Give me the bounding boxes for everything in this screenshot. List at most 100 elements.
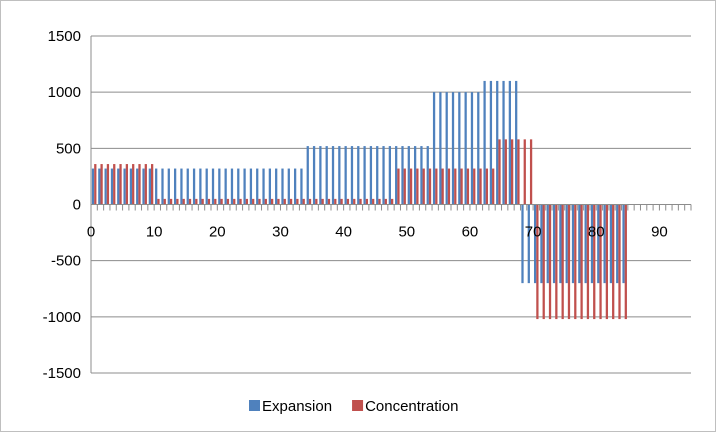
bar-concentration xyxy=(94,164,97,205)
bar-concentration xyxy=(479,168,482,205)
bar-expansion xyxy=(148,168,151,205)
bar-expansion xyxy=(464,92,467,205)
bar-concentration xyxy=(618,204,621,320)
bar-expansion xyxy=(571,204,575,284)
bar-concentration xyxy=(207,198,211,205)
bar-concentration xyxy=(416,168,419,205)
x-tick-label: 90 xyxy=(651,224,668,241)
bar-expansion xyxy=(205,168,208,205)
bar-expansion xyxy=(578,204,581,284)
bar-expansion xyxy=(224,168,227,205)
bar-expansion xyxy=(439,92,442,205)
bar-concentration xyxy=(176,198,179,205)
bar-expansion xyxy=(616,204,619,284)
bar-concentration xyxy=(195,198,198,205)
bar-concentration xyxy=(435,168,438,205)
bar-concentration xyxy=(378,198,381,205)
bar-expansion xyxy=(470,92,474,205)
y-tick-label: -1500 xyxy=(43,365,81,382)
bar-expansion xyxy=(451,92,455,205)
bar-concentration xyxy=(239,198,242,205)
bar-expansion xyxy=(420,146,423,205)
bar-concentration xyxy=(226,198,230,205)
bar-concentration xyxy=(548,204,552,320)
bar-concentration xyxy=(233,198,236,205)
bar-concentration xyxy=(498,139,501,205)
bar-concentration xyxy=(466,168,470,205)
bar-expansion xyxy=(445,92,448,205)
bar-concentration xyxy=(302,198,305,205)
bar-concentration xyxy=(372,198,375,205)
bar-concentration xyxy=(441,168,444,205)
bar-expansion xyxy=(287,168,290,205)
bar-expansion xyxy=(515,80,518,205)
bar-concentration xyxy=(409,168,413,205)
bar-expansion xyxy=(167,168,170,205)
bar-expansion xyxy=(508,80,511,205)
bar-expansion xyxy=(395,146,398,205)
bar-expansion xyxy=(104,168,107,205)
bar-expansion xyxy=(350,146,354,205)
bar-concentration xyxy=(327,198,331,205)
bar-expansion xyxy=(161,168,164,205)
series-expansion-bars xyxy=(91,80,625,284)
legend-label-concentration: Concentration xyxy=(365,398,458,415)
bar-concentration xyxy=(397,168,400,205)
bar-concentration xyxy=(586,204,590,320)
bar-expansion xyxy=(584,204,587,284)
y-tick-label: 1500 xyxy=(48,28,81,45)
y-tick-label: 1000 xyxy=(48,84,81,101)
bar-expansion xyxy=(155,168,158,205)
bar-concentration xyxy=(163,198,166,205)
bar-concentration xyxy=(454,168,457,205)
bar-expansion xyxy=(344,146,347,205)
bar-expansion xyxy=(180,168,183,205)
bar-concentration xyxy=(353,198,356,205)
bar-concentration xyxy=(296,198,299,205)
bar-expansion xyxy=(293,168,297,205)
bar-expansion xyxy=(91,168,95,205)
bar-concentration xyxy=(144,164,147,205)
bar-expansion xyxy=(262,168,265,205)
bar-concentration xyxy=(340,198,343,205)
bar-expansion xyxy=(401,146,404,205)
bar-concentration xyxy=(428,168,432,205)
bar-expansion xyxy=(546,204,549,284)
bar-concentration xyxy=(113,164,116,205)
legend-swatch-expansion xyxy=(249,400,260,411)
bar-concentration xyxy=(283,198,286,205)
bar-expansion xyxy=(388,146,391,205)
bar-concentration xyxy=(574,204,577,320)
bar-expansion xyxy=(552,204,556,284)
bar-expansion xyxy=(413,146,417,205)
y-tick-label: -1000 xyxy=(43,309,81,326)
bar-expansion xyxy=(243,168,246,205)
bar-expansion xyxy=(426,146,429,205)
bar-expansion xyxy=(237,168,240,205)
x-axis-labels: 0 10 20 30 40 50 60 70 80 90 xyxy=(87,224,668,241)
bar-expansion xyxy=(312,146,316,205)
x-tick-label: 20 xyxy=(209,224,226,241)
bar-expansion xyxy=(136,168,139,205)
bar-concentration xyxy=(169,198,173,205)
bar-expansion xyxy=(199,168,202,205)
bar-expansion xyxy=(477,92,480,205)
bar-concentration xyxy=(277,198,280,205)
bar-expansion xyxy=(268,168,271,205)
y-tick-label: 0 xyxy=(73,197,81,214)
bar-concentration xyxy=(258,198,261,205)
bar-expansion xyxy=(331,146,335,205)
bar-concentration xyxy=(100,164,103,205)
bar-expansion xyxy=(300,168,303,205)
bar-concentration xyxy=(245,198,249,205)
bar-concentration xyxy=(504,139,507,205)
x-tick-label: 50 xyxy=(398,224,415,241)
bar-concentration xyxy=(252,198,255,205)
bar-concentration xyxy=(214,198,217,205)
bar-concentration xyxy=(605,204,609,320)
bar-expansion xyxy=(527,204,530,284)
legend: Expansion Concentration xyxy=(249,398,458,415)
series-concentration-bars xyxy=(94,139,627,320)
bar-expansion xyxy=(590,204,594,284)
bar-expansion xyxy=(357,146,360,205)
